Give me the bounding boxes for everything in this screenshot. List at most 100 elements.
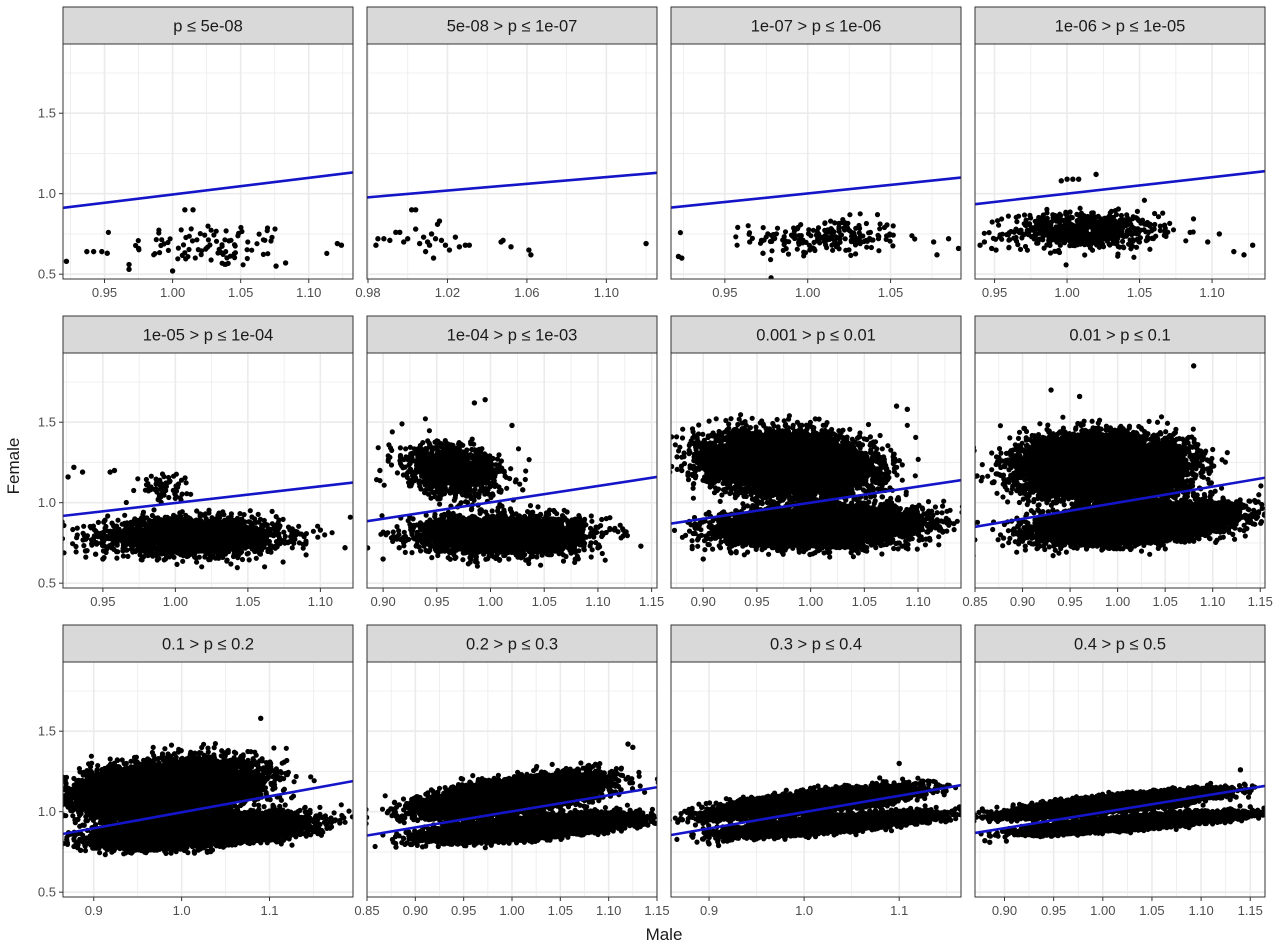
x-tick-label: 1.15	[1248, 594, 1273, 609]
data-point	[982, 239, 987, 244]
panel-8: 0.01 > p ≤ 0.10.85 0.90 0.95 1.00 1.05 1.10 1.…	[952, 316, 1280, 609]
x-tick-label: 0.95	[744, 594, 769, 609]
data-point	[643, 241, 648, 246]
data-point	[80, 469, 85, 474]
panel-background	[975, 662, 1265, 897]
data-point	[273, 263, 278, 268]
x-tick-label: 1.00	[163, 594, 188, 609]
data-point	[417, 241, 422, 246]
panel-title: 1e-06 > p ≤ 1e-05	[1055, 18, 1186, 36]
data-point	[595, 545, 600, 550]
x-tick-label: 1.1	[260, 903, 278, 918]
panel-2: 5e-08 > p ≤ 1e-070.98 1.02 1.06 1.10	[355, 7, 657, 300]
data-point	[443, 242, 448, 247]
panel-5: 1e-05 > p ≤ 1e-040.95 1.00 1.05 1.100.51.01…	[38, 316, 353, 609]
x-tick-label: 0.9	[85, 903, 103, 918]
y-tick-label: 1.5	[38, 106, 56, 121]
data-point	[427, 242, 432, 247]
x-tick-label: 1.05	[852, 594, 877, 609]
data-point	[421, 234, 426, 239]
data-point	[528, 252, 533, 257]
panel-title: 0.001 > p ≤ 0.01	[756, 327, 876, 345]
data-point	[439, 238, 444, 243]
x-tick-label: 1.10	[1200, 594, 1225, 609]
x-tick-label: 1.10	[594, 285, 619, 300]
data-point	[1248, 804, 1253, 809]
data-point	[625, 741, 630, 746]
x-axis-title: Male	[646, 925, 683, 944]
data-point	[1231, 249, 1236, 254]
data-point	[303, 540, 308, 545]
panel-6: 1e-04 > p ≤ 1e-030.90 0.95 1.00 1.05 1.10 1.1…	[365, 316, 664, 609]
data-point	[73, 817, 78, 822]
data-point	[701, 556, 706, 561]
x-tick-label: 0.95	[92, 285, 117, 300]
x-tick-label: 1.05	[878, 285, 903, 300]
panel-title: 1e-07 > p ≤ 1e-06	[751, 18, 882, 36]
panel-4: 1e-06 > p ≤ 1e-050.95 1.00 1.05 1.10	[969, 7, 1266, 300]
facet-panels: p ≤ 5e-080.95 1.00 1.05 1.100.51.01.55e-08 …	[0, 7, 1280, 918]
data-point	[706, 841, 711, 846]
x-tick-label: 1.00	[798, 594, 823, 609]
data-point	[638, 543, 643, 548]
x-tick-label: 0.98	[355, 285, 380, 300]
data-point	[381, 236, 386, 241]
data-point	[99, 249, 104, 254]
data-point	[1048, 387, 1053, 392]
data-point	[1070, 177, 1075, 182]
x-tick-label: 1.05	[548, 903, 573, 918]
data-point	[328, 815, 333, 820]
x-tick-label: 1.10	[1188, 903, 1213, 918]
data-point	[339, 242, 344, 247]
data-point	[894, 403, 899, 408]
data-point	[500, 238, 505, 243]
x-tick-label: 1.05	[235, 594, 260, 609]
panel-background	[367, 44, 657, 279]
data-point	[93, 551, 98, 556]
data-point	[977, 242, 982, 247]
x-tick-label: 0.95	[451, 903, 476, 918]
x-tick-label: 0.95	[1041, 903, 1066, 918]
data-point	[447, 247, 452, 252]
data-point	[946, 236, 951, 241]
data-point	[380, 556, 385, 561]
panel-10: 0.2 > p ≤ 0.30.85 0.90 0.95 1.00 1.05 1.10 1.1…	[354, 625, 700, 918]
y-tick-label: 0.5	[38, 576, 56, 591]
x-tick-label: 1.15	[639, 594, 664, 609]
x-tick-label: 1.00	[499, 903, 524, 918]
x-tick-label: 0.95	[982, 285, 1007, 300]
panel-7: 0.001 > p ≤ 0.010.90 0.95 1.00 1.05 1.10	[642, 316, 1006, 609]
data-point	[937, 524, 942, 529]
data-point	[83, 548, 88, 553]
data-point	[987, 840, 992, 845]
data-point	[1064, 177, 1069, 182]
y-tick-label: 1.5	[38, 415, 56, 430]
data-point	[377, 468, 382, 473]
data-point	[747, 239, 752, 244]
data-point	[453, 234, 458, 239]
data-point	[993, 247, 998, 252]
y-tick-label: 0.5	[38, 885, 56, 900]
x-tick-label: 1.00	[795, 285, 820, 300]
panel-1: p ≤ 5e-080.95 1.00 1.05 1.100.51.01.5	[38, 7, 353, 300]
data-point	[1076, 177, 1081, 182]
data-point	[413, 207, 418, 212]
data-point	[397, 545, 402, 550]
data-point	[1077, 394, 1082, 399]
data-point	[182, 207, 187, 212]
data-point	[472, 400, 477, 405]
data-point	[71, 465, 76, 470]
x-tick-label: 0.85	[962, 594, 987, 609]
x-tick-label: 1.05	[1139, 903, 1164, 918]
data-point	[429, 231, 434, 236]
data-point	[433, 236, 438, 241]
x-tick-label: 1.10	[308, 594, 333, 609]
x-tick-label: 0.85	[354, 903, 379, 918]
data-point	[1191, 363, 1196, 368]
data-point	[1001, 535, 1006, 540]
x-tick-label: 0.95	[90, 594, 115, 609]
x-tick-label: 1.02	[435, 285, 460, 300]
x-tick-label: 1.0	[795, 903, 813, 918]
data-point	[405, 236, 410, 241]
